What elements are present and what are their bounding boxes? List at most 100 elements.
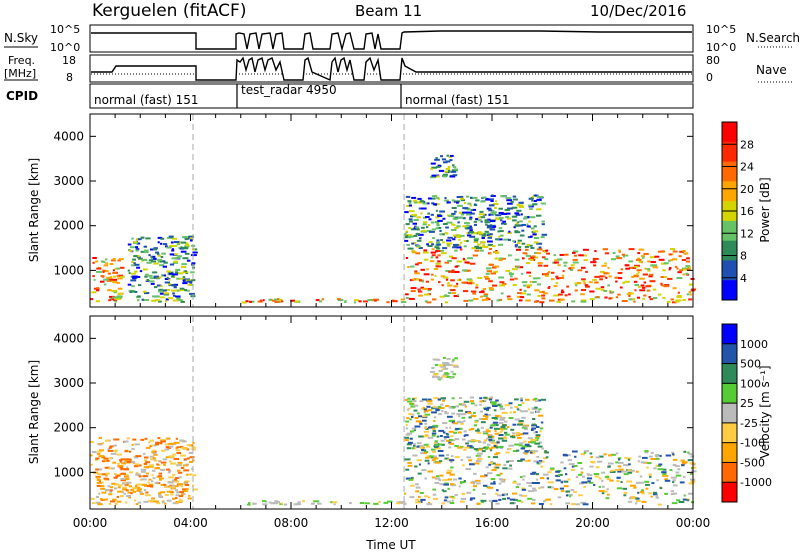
velocity-echo-cell <box>407 407 411 410</box>
velocity-echo-cell <box>512 450 518 453</box>
power-echo-cell <box>610 291 614 294</box>
velocity-echo-cell <box>645 483 650 486</box>
power-echo-cell <box>439 295 445 298</box>
power-echo-cell <box>454 210 457 213</box>
power-echo-cell <box>130 279 137 282</box>
power-echo-cell <box>555 275 559 278</box>
power-echo-cell <box>562 270 565 273</box>
velocity-echo-cell <box>449 459 455 462</box>
velocity-echo-cell <box>149 464 155 467</box>
velocity-echo-cell <box>583 450 589 453</box>
velocity-echo-cell <box>577 473 583 476</box>
power-echo-cell <box>496 251 500 254</box>
velocity-echo-cell <box>129 450 132 453</box>
velocity-echo-cell <box>128 496 132 499</box>
velocity-echo-cell <box>563 485 569 488</box>
power-echo-cell <box>404 232 407 235</box>
power-echo-cell <box>134 263 140 266</box>
velocity-echo-cell <box>435 475 440 478</box>
power-echo-cell <box>185 279 191 282</box>
power-echo-cell <box>182 236 188 238</box>
power-echo-cell <box>593 264 597 267</box>
power-echo-cell <box>186 280 193 283</box>
power-echo-cell <box>572 261 579 264</box>
velocity-echo-cell <box>145 494 151 497</box>
velocity-echo-cell <box>616 487 623 490</box>
power-echo-cell <box>498 227 503 230</box>
velocity-echo-cell <box>333 503 336 506</box>
velocity-echo-cell <box>473 448 479 451</box>
power-echo-cell <box>436 239 440 242</box>
velocity-echo-cell <box>114 503 118 505</box>
power-echo-cell <box>156 253 160 256</box>
power-echo-cell <box>144 292 150 295</box>
power-echo-cell <box>358 300 362 303</box>
power-echo-cell <box>545 249 549 252</box>
velocity-echo-cell <box>105 439 110 442</box>
power-echo-cell <box>503 238 510 241</box>
power-echo-cell <box>571 300 576 303</box>
power-echo-cell <box>426 301 432 304</box>
velocity-echo-cell <box>519 409 522 412</box>
power-echo-cell <box>615 255 620 258</box>
velocity-echo-cell <box>521 426 528 429</box>
velocity-echo-cell <box>175 485 179 488</box>
power-colorbar-band <box>722 141 737 163</box>
power-echo-cell <box>461 281 467 284</box>
freq-line <box>91 56 692 82</box>
velocity-echo-cell <box>180 454 186 457</box>
power-echo-cell <box>176 277 180 280</box>
velocity-echo-cell <box>433 457 439 460</box>
power-echo-cell <box>132 275 138 278</box>
power-y-tick-label: 3000 <box>53 174 84 188</box>
power-echo-cell <box>497 230 501 233</box>
power-echo-cell <box>143 245 148 248</box>
velocity-echo-cell <box>148 483 154 486</box>
velocity-echo-cell <box>489 426 493 429</box>
velocity-echo-cell <box>581 481 588 484</box>
velocity-echo-cell <box>648 492 652 495</box>
velocity-echo-cell <box>531 407 534 410</box>
power-echo-cell <box>454 265 459 268</box>
power-echo-cell <box>622 281 625 284</box>
power-echo-cell <box>601 264 607 267</box>
power-echo-cell <box>102 269 106 272</box>
velocity-echo-cell <box>160 440 166 443</box>
velocity-echo-cell <box>598 485 601 488</box>
velocity-echo-cell <box>517 408 520 411</box>
power-echo-cell <box>459 241 463 244</box>
power-echo-cell <box>452 238 456 241</box>
power-echo-cell <box>90 298 94 301</box>
velocity-echo-cell <box>419 400 424 403</box>
velocity-echo-cell <box>169 460 172 463</box>
velocity-colorbar-tick-label: 25 <box>740 397 754 410</box>
power-echo-cell <box>435 227 439 230</box>
power-echo-cell <box>434 246 440 249</box>
power-echo-cell <box>146 261 152 264</box>
velocity-echo-cell <box>164 502 167 505</box>
velocity-echo-cell <box>655 455 658 458</box>
power-echo-cell <box>637 252 641 255</box>
power-echo-cell <box>643 281 646 284</box>
power-echo-cell <box>171 257 178 260</box>
power-echo-cell <box>670 259 674 262</box>
velocity-echo-cell <box>434 440 438 443</box>
power-echo-cell <box>440 239 443 241</box>
power-echo-cell <box>486 232 490 235</box>
velocity-echo-cell <box>520 501 524 504</box>
velocity-echo-cell <box>478 448 483 451</box>
power-echo-cell <box>423 221 428 224</box>
velocity-echo-cell <box>539 427 544 430</box>
power-echo-cell <box>405 293 409 296</box>
power-echo-cell <box>477 276 483 279</box>
velocity-echo-cell <box>431 367 435 369</box>
velocity-echo-cell <box>508 447 512 450</box>
velocity-echo-cell <box>330 501 333 504</box>
velocity-echo-cell <box>477 428 480 431</box>
power-echo-cell <box>581 278 586 281</box>
velocity-echo-cell <box>146 472 149 475</box>
power-echo-cell <box>490 200 494 202</box>
power-echo-cell <box>280 300 284 303</box>
power-echo-cell <box>657 293 662 296</box>
velocity-echo-cell <box>535 431 538 434</box>
